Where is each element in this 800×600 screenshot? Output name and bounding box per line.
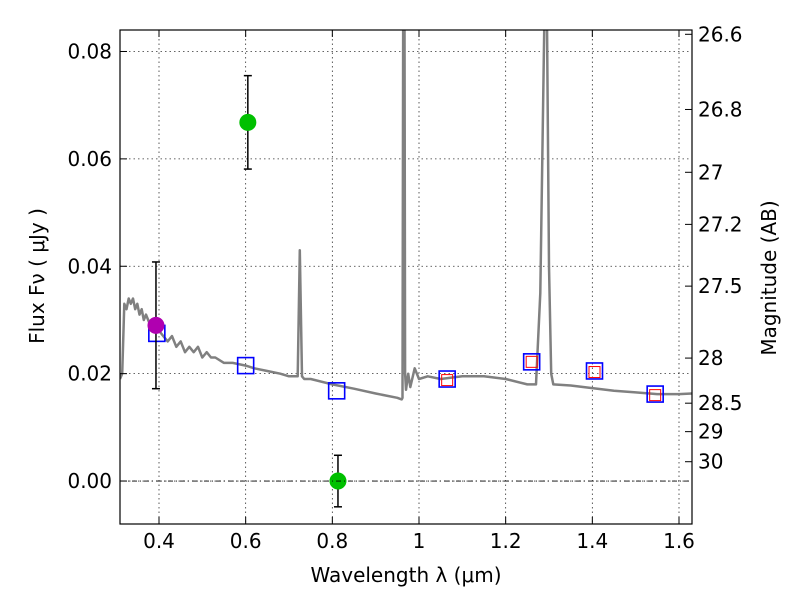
x-tick-label: 1.2 bbox=[490, 529, 522, 553]
model-photometry-square bbox=[646, 385, 664, 403]
x-axis-title: Wavelength λ (μm) bbox=[310, 563, 501, 587]
y-tick-label: 0.00 bbox=[67, 469, 112, 493]
series-layer bbox=[120, 30, 692, 508]
model-photometry-square bbox=[522, 353, 541, 371]
observed-photometry-square bbox=[588, 366, 601, 379]
y2-tick-label: 28 bbox=[698, 346, 723, 370]
y-tick-label: 0.08 bbox=[67, 39, 112, 63]
y2-tick-label: 26.8 bbox=[698, 97, 743, 121]
plot-frame bbox=[119, 29, 693, 525]
y2-tick-label: 26.6 bbox=[698, 22, 743, 46]
observed-photometry-square bbox=[649, 389, 662, 402]
x-tick-label: 1 bbox=[413, 529, 426, 553]
observed-photometry-square bbox=[441, 374, 454, 387]
x-tick-label: 1.6 bbox=[663, 529, 695, 553]
x-tick-label: 0.4 bbox=[143, 529, 175, 553]
y-tick-label: 0.06 bbox=[67, 147, 112, 171]
magenta-point bbox=[147, 316, 165, 334]
x-tick-label: 1.4 bbox=[576, 529, 608, 553]
y2-tick-label: 27.2 bbox=[698, 212, 743, 236]
green-point bbox=[239, 113, 257, 131]
y2-tick-label: 29 bbox=[698, 420, 723, 444]
y-axis-title: Flux Fν ( μJy ) bbox=[25, 208, 49, 344]
y2-tick-label: 30 bbox=[698, 450, 723, 474]
grid bbox=[120, 30, 692, 524]
x-tick-label: 0.8 bbox=[316, 529, 348, 553]
y-tick-label: 0.02 bbox=[67, 362, 112, 386]
spectrum-line bbox=[120, 30, 692, 401]
x-tick-label: 0.6 bbox=[230, 529, 262, 553]
ticks: 0.4 0.6 0.8 1 1.2 1.4 1.6 0.00 0.02 0.04 0.06 0.08 2… bbox=[67, 22, 742, 553]
model-photometry-square bbox=[327, 382, 346, 400]
observed-photometry-square bbox=[525, 355, 538, 368]
model-photometry-square bbox=[236, 356, 255, 375]
y2-tick-label: 27 bbox=[698, 160, 723, 184]
y-tick-label: 0.04 bbox=[67, 254, 112, 278]
y2-tick-label: 27.5 bbox=[698, 274, 743, 298]
model-photometry-square bbox=[438, 370, 456, 388]
y2-tick-label: 28.5 bbox=[698, 391, 743, 415]
y2-axis-title: Magnitude (AB) bbox=[757, 200, 781, 355]
model-photometry-square bbox=[585, 362, 604, 380]
